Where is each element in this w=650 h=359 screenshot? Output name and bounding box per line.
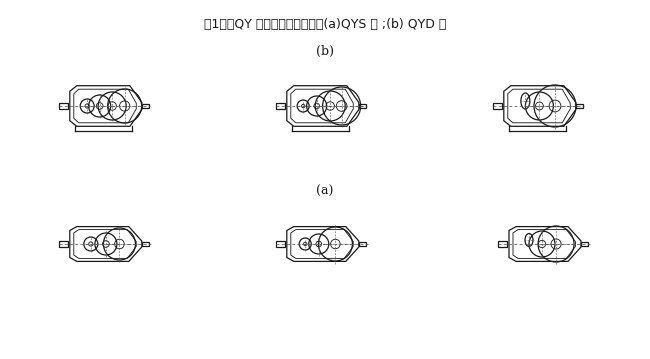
Bar	[142, 104, 149, 108]
Bar	[142, 242, 149, 246]
Bar	[359, 242, 366, 246]
Bar	[576, 104, 583, 108]
Bar	[498, 241, 507, 247]
Bar	[276, 103, 285, 109]
Bar	[58, 241, 68, 247]
Bar	[581, 242, 588, 246]
Bar	[359, 104, 366, 108]
Bar	[276, 241, 285, 247]
Text: 图1　　QY 型减速器结构简图：(a)QYS 型 ;(b) QYD 型: 图1 QY 型减速器结构简图：(a)QYS 型 ;(b) QYD 型	[204, 18, 446, 31]
Text: (a): (a)	[317, 185, 333, 197]
Bar	[493, 103, 502, 109]
Bar	[58, 103, 68, 109]
Text: (b): (b)	[316, 45, 334, 57]
